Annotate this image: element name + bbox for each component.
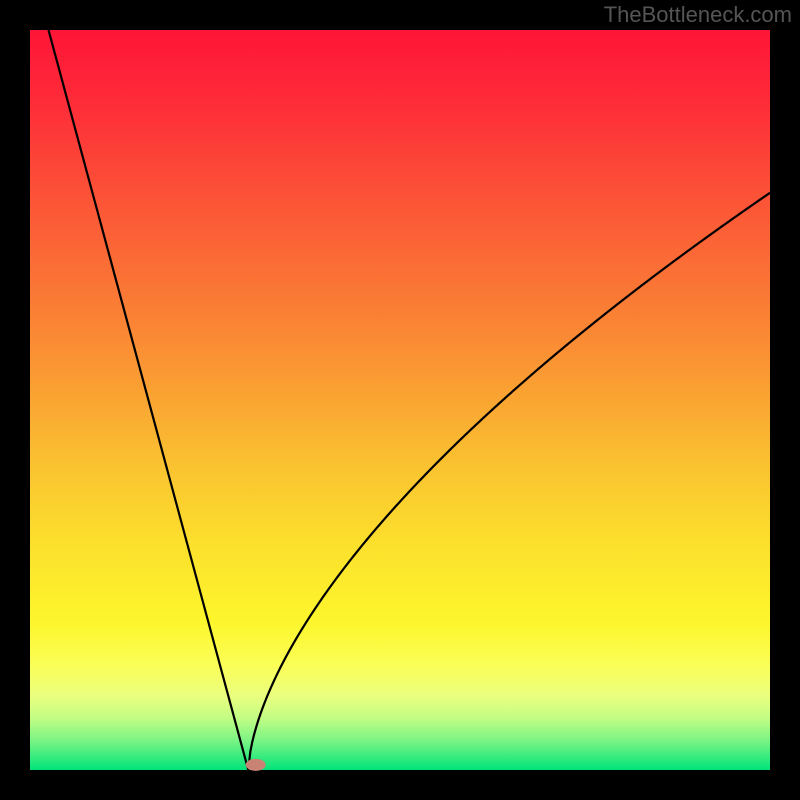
optimal-marker <box>246 759 266 771</box>
watermark-text: TheBottleneck.com <box>604 2 792 28</box>
bottleneck-chart: TheBottleneck.com <box>0 0 800 800</box>
chart-background-gradient <box>30 30 770 770</box>
chart-svg <box>0 0 800 800</box>
